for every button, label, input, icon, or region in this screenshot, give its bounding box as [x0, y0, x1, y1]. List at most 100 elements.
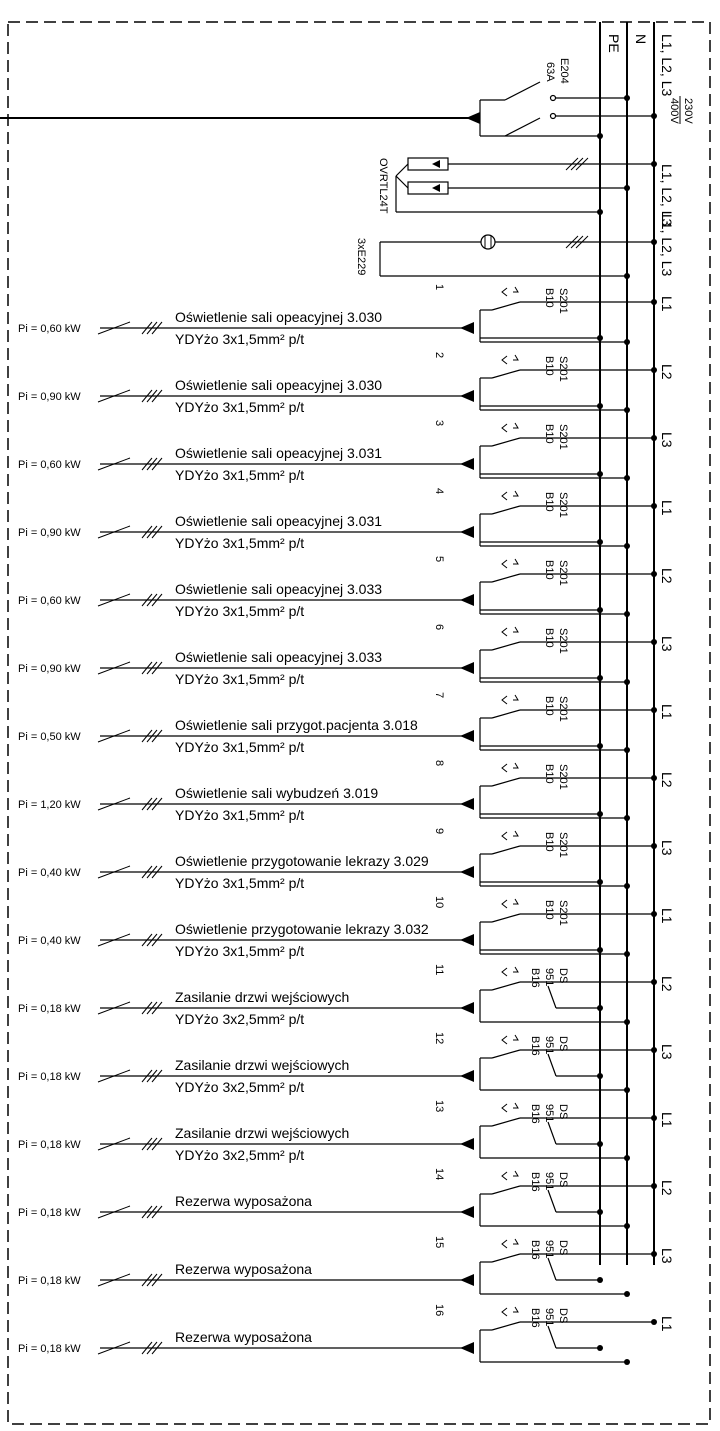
circuit-cable: YDYżo 3x1,5mm² p/t — [175, 603, 304, 619]
circuit-description: Oświetlenie sali opeacyjnej 3.031 — [175, 513, 382, 529]
breaker-trip-mark — [501, 354, 519, 365]
device-label-2: B16 — [529, 1240, 541, 1260]
phase-label: L2 — [659, 1180, 675, 1196]
circuit-cable: YDYżo 3x2,5mm² p/t — [175, 1147, 304, 1163]
feeder-arrow — [460, 662, 474, 674]
device-label-1: B10 — [543, 356, 555, 376]
feeder-arrow — [460, 1070, 474, 1082]
device-label-0: S201 — [557, 696, 569, 722]
feeder-arrow — [460, 594, 474, 606]
feeder-arrow — [460, 1002, 474, 1014]
breaker-trip-mark — [501, 1170, 519, 1181]
circuit-number: 1 — [433, 284, 445, 290]
device-label-0: S201 — [557, 288, 569, 314]
device-label-1: B10 — [543, 560, 555, 580]
phase-junction — [651, 299, 657, 305]
device-label-0: S201 — [557, 560, 569, 586]
phase-label: L2 — [659, 976, 675, 992]
phase-junction — [651, 367, 657, 373]
circuit-number: 8 — [433, 760, 445, 766]
circuit-number: 13 — [433, 1100, 445, 1112]
circuit-description: Rezerwa wyposażona — [175, 1193, 312, 1209]
circuit-number: 9 — [433, 828, 445, 834]
device-label-0: S201 — [557, 628, 569, 654]
device-label-0: DS — [557, 1308, 569, 1323]
circuit-number: 3 — [433, 420, 445, 426]
circuit-number: 14 — [433, 1168, 445, 1180]
breaker-trip-mark — [501, 966, 519, 977]
circuit-cable: YDYżo 3x1,5mm² p/t — [175, 331, 304, 347]
device-label-1: B10 — [543, 424, 555, 444]
phase-label: L1 — [659, 704, 675, 720]
circuit-power: Pi = 0,90 kW — [18, 527, 81, 539]
device-label-0: S201 — [557, 832, 569, 858]
device-label-2: B16 — [529, 1104, 541, 1124]
phase-label: L1 — [659, 908, 675, 924]
circuit-power: Pi = 0,18 kW — [18, 1003, 81, 1015]
phase-junction — [651, 707, 657, 713]
phase-junction — [651, 1115, 657, 1121]
device-label-1: 951 — [543, 1104, 555, 1122]
circuit-power: Pi = 0,18 kW — [18, 1139, 81, 1151]
device-label-2: B16 — [529, 1308, 541, 1328]
device-label-0: DS — [557, 1036, 569, 1051]
main-arrow — [466, 112, 480, 124]
circuit-cable: YDYżo 3x1,5mm² p/t — [175, 467, 304, 483]
rail-label-n: N — [633, 34, 649, 44]
breaker-trip-mark — [501, 286, 519, 297]
breaker-trip-mark — [501, 898, 519, 909]
breaker-trip-mark — [501, 694, 519, 705]
device-label-0: S201 — [557, 764, 569, 790]
device-label-1: 951 — [543, 1308, 555, 1326]
circuit-cable: YDYżo 3x1,5mm² p/t — [175, 807, 304, 823]
phase-label: L2 — [659, 772, 675, 788]
device-label-1: 951 — [543, 1036, 555, 1054]
phase-label: L1 — [659, 296, 675, 312]
circuit-power: Pi = 0,90 kW — [18, 391, 81, 403]
circuit-power: Pi = 0,60 kW — [18, 595, 81, 607]
phase-junction — [651, 1251, 657, 1257]
main-switch-rating: 63A — [544, 62, 556, 82]
device-label-1: B10 — [543, 288, 555, 308]
circuit-number: 7 — [433, 692, 445, 698]
device-label-1: 951 — [543, 1172, 555, 1190]
feeder-arrow — [460, 1274, 474, 1286]
feeder-arrow — [460, 866, 474, 878]
breaker-trip-mark — [501, 490, 519, 501]
phase-junction — [651, 571, 657, 577]
indicator-lamps — [379, 234, 657, 279]
circuit-power: Pi = 0,18 kW — [18, 1207, 81, 1219]
circuit-description: Oświetlenie sali wybudzeń 3.019 — [175, 785, 378, 801]
indicator-lamps-phase: L1, L2, L3 — [659, 214, 675, 276]
circuit-cable: YDYżo 3x1,5mm² p/t — [175, 535, 304, 551]
device-label-0: S201 — [557, 492, 569, 518]
circuit-power: Pi = 1,20 kW — [18, 799, 81, 811]
breaker-trip-mark — [501, 1034, 519, 1045]
breaker-trip-mark — [501, 1102, 519, 1113]
rail-label-l123: L1, L2, L3 — [659, 34, 675, 96]
device-label-1: B10 — [543, 764, 555, 784]
feeder-arrow — [460, 526, 474, 538]
circuit-description: Oświetlenie sali opeacyjnej 3.031 — [175, 445, 382, 461]
feeder-arrow — [460, 1138, 474, 1150]
breaker-trip-mark — [501, 1238, 519, 1249]
circuit-cable: YDYżo 3x2,5mm² p/t — [175, 1079, 304, 1095]
feeder-arrow — [460, 458, 474, 470]
circuit-description: Zasilanie drzwi wejściowych — [175, 989, 349, 1005]
device-label-1: B10 — [543, 492, 555, 512]
main-switch-name: E204 — [558, 58, 570, 84]
phase-junction — [651, 911, 657, 917]
device-label-0: S201 — [557, 900, 569, 926]
device-label-2: B16 — [529, 1036, 541, 1056]
device-label-2: B16 — [529, 1172, 541, 1192]
breaker-trip-mark — [501, 558, 519, 569]
phase-label: L3 — [659, 432, 675, 448]
